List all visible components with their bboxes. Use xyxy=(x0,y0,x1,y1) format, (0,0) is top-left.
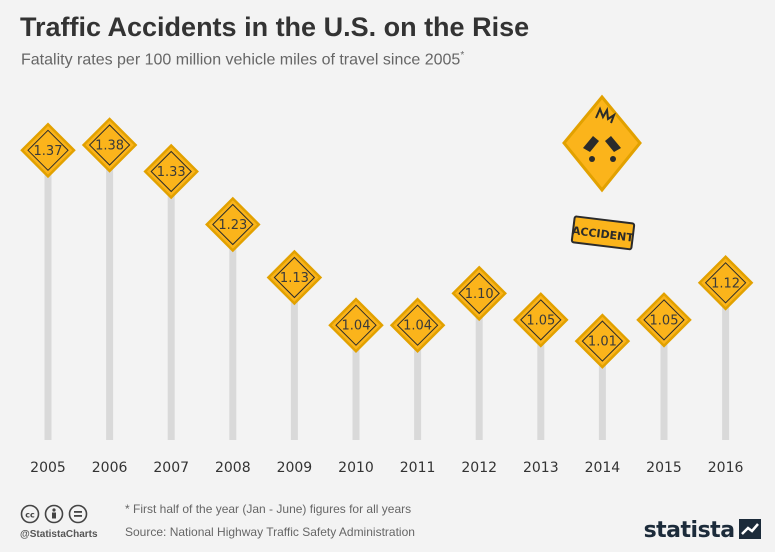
nd-icon xyxy=(68,504,88,524)
value-label-2010: 1.04 xyxy=(342,319,371,334)
sign-inner-border-2007 xyxy=(150,150,192,193)
value-label-2016: 1.12 xyxy=(711,276,740,291)
sign-post-2013: 1.05 2013 xyxy=(513,292,569,476)
x-tick-label-2005: 2005 xyxy=(30,460,66,476)
pole-2008 xyxy=(229,224,237,440)
sign-inner-border-2013 xyxy=(520,299,562,341)
car-right-icon xyxy=(605,136,621,152)
sign-post-2010: 1.04 2010 xyxy=(328,297,384,476)
value-label-2007: 1.33 xyxy=(157,165,186,180)
sign-post-2006: 1.38 2006 xyxy=(81,117,138,476)
sign-2007 xyxy=(143,143,199,200)
svg-text:cc: cc xyxy=(25,511,35,520)
license-icons: cc xyxy=(20,504,88,524)
pole-2014 xyxy=(598,341,606,440)
wheel-icon xyxy=(610,156,616,162)
pole-2006 xyxy=(106,145,114,440)
sign-post-2005: 1.37 2005 xyxy=(20,122,76,476)
wheel-icon xyxy=(589,156,595,162)
chart-area: ACCIDENT 1.37 2005 1.38 2006 1.33 2007 1.23 200… xyxy=(20,94,754,476)
pole-2016 xyxy=(722,282,730,440)
x-tick-label-2012: 2012 xyxy=(461,460,497,476)
sign-inner-border-2016 xyxy=(704,262,747,304)
sign-2012 xyxy=(451,265,507,322)
pole-2005 xyxy=(44,150,52,441)
sign-inner-border-2012 xyxy=(458,272,500,315)
sign-inner-border-2008 xyxy=(212,203,254,246)
value-label-2009: 1.13 xyxy=(280,271,309,286)
statista-logo[interactable]: statista xyxy=(644,518,761,543)
x-tick-label-2015: 2015 xyxy=(646,460,682,476)
sign-inner-border-2014 xyxy=(581,320,624,362)
value-label-2005: 1.37 xyxy=(34,144,63,159)
chart-marks: 1.37 2005 1.38 2006 1.33 2007 1.23 2008 1.13 2009… xyxy=(20,117,754,476)
sign-post-2014: 1.01 2014 xyxy=(574,313,631,476)
sign-post-2012: 1.10 2012 xyxy=(451,265,507,476)
x-tick-label-2009: 2009 xyxy=(277,460,313,476)
value-label-2013: 1.05 xyxy=(526,313,555,328)
value-label-2012: 1.10 xyxy=(465,287,494,302)
sign-2005 xyxy=(20,122,76,179)
sign-inner-border-2009 xyxy=(273,256,316,299)
sign-post-2016: 1.12 2016 xyxy=(697,255,754,476)
pole-2013 xyxy=(537,319,545,440)
sign-post-2009: 1.13 2009 xyxy=(266,249,323,476)
value-label-2006: 1.38 xyxy=(95,139,124,154)
sign-2006 xyxy=(81,117,138,173)
subtitle-text: Fatality rates per 100 million vehicle m… xyxy=(21,51,461,69)
sign-post-2008: 1.23 2008 xyxy=(205,196,261,476)
sign-2015 xyxy=(636,292,692,348)
x-tick-label-2016: 2016 xyxy=(708,460,744,476)
pole-2010 xyxy=(352,325,360,440)
sign-2011 xyxy=(389,297,446,353)
sign-2008 xyxy=(205,196,261,253)
sign-2014 xyxy=(574,313,631,369)
car-left-icon xyxy=(583,136,599,152)
x-tick-label-2010: 2010 xyxy=(338,460,374,476)
sign-inner-border-2011 xyxy=(396,304,439,346)
value-label-2014: 1.01 xyxy=(588,335,617,350)
accident-sign-diamond xyxy=(562,94,642,193)
value-label-2015: 1.05 xyxy=(650,313,679,328)
sign-inner-border-2015 xyxy=(643,299,685,341)
sign-post-2015: 1.05 2015 xyxy=(636,292,692,476)
sign-2016 xyxy=(697,255,754,311)
x-tick-label-2014: 2014 xyxy=(585,460,621,476)
x-tick-label-2013: 2013 xyxy=(523,460,559,476)
sign-post-2011: 1.04 2011 xyxy=(389,297,446,476)
cc-icon: cc xyxy=(20,504,40,524)
by-icon xyxy=(44,504,64,524)
accident-label-plate xyxy=(570,215,636,251)
pole-2011 xyxy=(414,325,422,440)
footer: cc @StatistaCharts * First half of the y… xyxy=(0,492,775,552)
statista-logo-icon xyxy=(739,519,761,539)
x-tick-label-2011: 2011 xyxy=(400,460,436,476)
pole-2009 xyxy=(290,277,298,440)
value-label-2011: 1.04 xyxy=(403,319,432,334)
source-note: Source: National Highway Traffic Safety … xyxy=(125,525,415,539)
pole-2012 xyxy=(475,293,483,440)
pole-2015 xyxy=(660,319,668,440)
sign-2009 xyxy=(266,249,323,306)
sign-2010 xyxy=(328,297,384,353)
sign-post-2007: 1.33 2007 xyxy=(143,143,199,476)
x-tick-label-2008: 2008 xyxy=(215,460,251,476)
footnote: * First half of the year (Jan - June) fi… xyxy=(125,502,412,516)
sign-inner-border-2010 xyxy=(335,304,377,346)
explosion-icon xyxy=(595,106,617,124)
x-tick-label-2007: 2007 xyxy=(153,460,189,476)
statista-handle: @StatistaCharts xyxy=(20,529,98,540)
sign-inner-border-2005 xyxy=(27,129,69,172)
x-tick-label-2006: 2006 xyxy=(92,460,128,476)
sign-inner-border-2006 xyxy=(88,124,131,166)
chart-title: Traffic Accidents in the U.S. on the Ris… xyxy=(20,12,530,42)
subtitle-footnote-mark: * xyxy=(460,50,465,61)
statista-logo-text: statista xyxy=(643,518,735,543)
sign-2013 xyxy=(513,292,569,348)
accident-warning-sign: ACCIDENT xyxy=(562,94,642,251)
value-label-2008: 1.23 xyxy=(218,218,247,233)
pole-2007 xyxy=(167,171,175,440)
chart-subtitle: Fatality rates per 100 million vehicle m… xyxy=(21,50,464,69)
